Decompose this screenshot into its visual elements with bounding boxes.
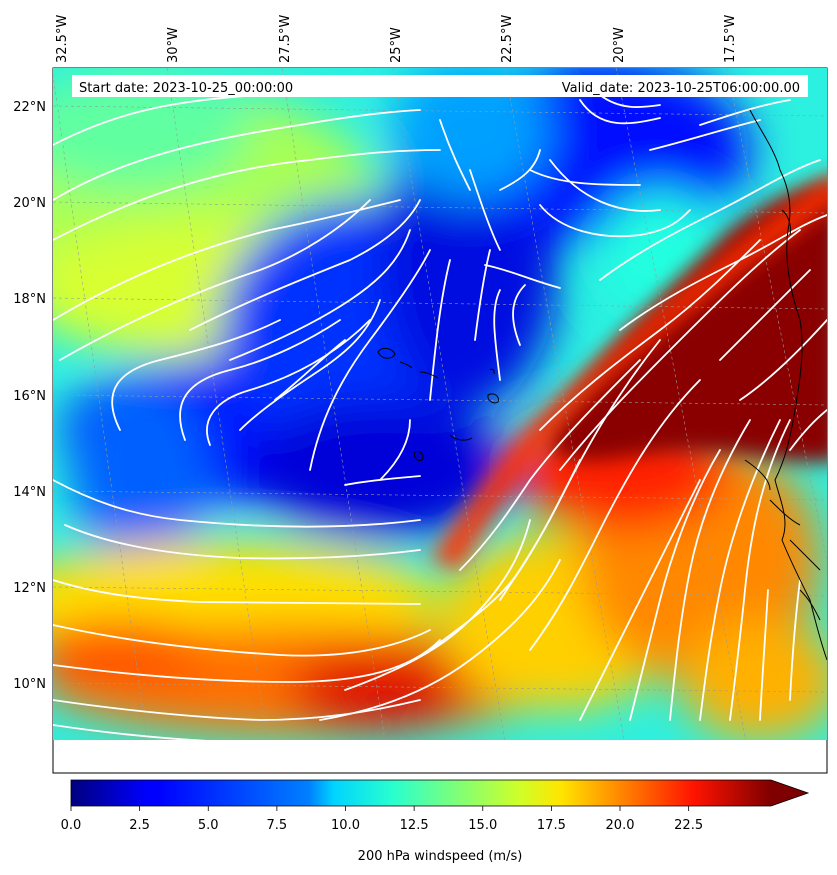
colorbar-tick-label: 10.0 <box>331 818 360 833</box>
lat-tick-label: 10°N <box>13 677 46 692</box>
colorbar-title: 200 hPa windspeed (m/s) <box>358 849 523 864</box>
colorbar-tick-label: 15.0 <box>468 818 497 833</box>
colorbar-tick-label: 7.5 <box>267 818 288 833</box>
colorbar: 0.0 2.5 5.0 7.5 10.0 12.5 15.0 17.5 20.0 22.5 200… <box>61 779 810 864</box>
lat-tick-label: 22°N <box>13 100 46 115</box>
colorbar-outline <box>70 779 810 807</box>
graticule <box>53 68 827 740</box>
wind-streamlines <box>53 94 827 740</box>
coastlines <box>377 109 827 661</box>
colorbar-tick-label: 20.0 <box>606 818 635 833</box>
colorbar-tick-label: 17.5 <box>537 818 566 833</box>
lat-tick-label: 12°N <box>13 581 46 596</box>
longitude-ticks: 32.5°W 30°W 27.5°W 25°W 22.5°W 20°W 17.5… <box>55 15 738 63</box>
latitude-ticks: 22°N 20°N 18°N 16°N 14°N 12°N 10°N <box>13 100 46 692</box>
start-date-label: Start date: 2023-10-25_00:00:00 <box>79 81 293 96</box>
lon-tick-label: 27.5°W <box>278 15 293 63</box>
lat-tick-label: 16°N <box>13 389 46 404</box>
colorbar-tick-label: 22.5 <box>674 818 703 833</box>
lon-tick-label: 22.5°W <box>500 15 515 63</box>
windspeed-field <box>53 68 827 740</box>
colorbar-extend-arrow <box>771 780 808 806</box>
colorbar-gradient <box>71 780 771 806</box>
lat-tick-label: 20°N <box>13 196 46 211</box>
lon-tick-label: 20°W <box>612 27 627 63</box>
lon-tick-label: 30°W <box>166 27 181 63</box>
header-banner <box>72 75 808 97</box>
colorbar-tick-label: 12.5 <box>400 818 429 833</box>
lon-tick-label: 17.5°W <box>723 15 738 63</box>
lat-tick-label: 18°N <box>13 292 46 307</box>
lat-tick-label: 14°N <box>13 485 46 500</box>
valid-date-label: Valid_date: 2023-10-25T06:00:00.00 <box>562 81 800 96</box>
lon-tick-label: 25°W <box>389 27 404 63</box>
colorbar-tick-label: 2.5 <box>129 818 150 833</box>
colorbar-tick-label: 0.0 <box>61 818 82 833</box>
lon-tick-label: 32.5°W <box>55 15 70 63</box>
colorbar-tick-label: 5.0 <box>198 818 219 833</box>
